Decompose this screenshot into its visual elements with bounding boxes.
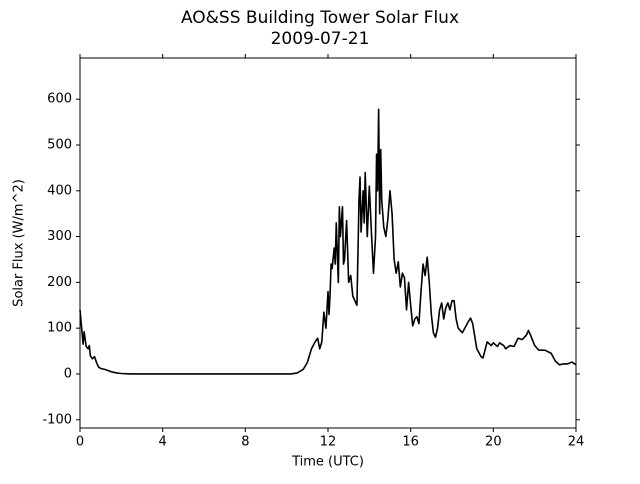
x-tick-label: 12 (320, 435, 337, 450)
x-tick-label: 0 (76, 435, 84, 450)
x-tick-label: 24 (568, 435, 585, 450)
chart-title: AO&SS Building Tower Solar Flux (181, 8, 459, 28)
x-tick-label: 8 (241, 435, 249, 450)
y-tick-label: 0 (64, 366, 72, 381)
y-tick-label: 200 (47, 275, 72, 290)
plot-frame (79, 57, 577, 429)
y-tick-label: -100 (42, 412, 72, 427)
data-line (79, 108, 577, 375)
x-tick-label: 20 (485, 435, 502, 450)
chart-subtitle: 2009-07-21 (271, 29, 370, 49)
x-axis-label: Time (UTC) (291, 455, 364, 470)
x-tick-label: 16 (402, 435, 419, 450)
y-tick-label: 400 (47, 183, 72, 198)
y-axis-label: Solar Flux (W/m^2) (12, 179, 27, 307)
y-tick-label: 600 (47, 92, 72, 107)
y-tick-label: 100 (47, 321, 72, 336)
x-tick-label: 4 (159, 435, 167, 450)
y-tick-label: 300 (47, 229, 72, 244)
y-tick-label: 500 (47, 138, 72, 153)
